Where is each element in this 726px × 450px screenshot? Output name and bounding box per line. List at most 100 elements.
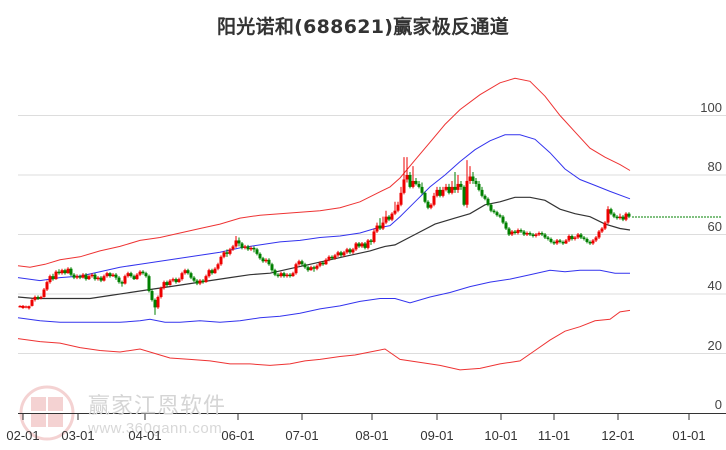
candle [153,298,157,315]
candle [606,206,610,225]
x-tick-label: 03-01 [61,428,95,443]
candle [612,212,616,219]
candle [363,241,367,250]
candle [483,194,487,201]
candle [411,166,415,189]
y-tick-label: 60 [707,218,722,234]
candle [171,277,175,283]
candle [147,274,151,293]
candle [522,230,526,236]
candle [486,197,490,207]
candle [273,268,277,277]
candle [198,279,202,286]
candle [576,233,580,239]
candle [342,250,346,257]
candle [609,207,613,216]
candle [507,227,511,236]
candle [93,273,97,281]
candle [603,221,607,231]
candle [63,268,67,275]
candle [48,274,52,284]
candle [489,203,493,213]
candle [615,215,619,220]
candle [33,295,37,302]
candle [333,253,337,260]
candle [174,277,178,284]
candle [549,237,553,244]
candle [204,274,208,283]
x-tick-label: 01-01 [672,428,706,443]
candle [195,279,199,286]
candle [384,210,388,225]
candle [495,210,499,217]
candle [306,265,310,272]
candle [543,233,547,239]
candle [360,241,364,248]
candle [87,274,91,281]
candle [375,222,379,234]
candle [414,177,418,186]
candle [432,192,436,207]
candle [327,255,331,262]
candle [102,274,106,282]
candle [438,186,442,198]
candle [180,271,184,281]
candle [75,274,79,280]
candle [141,270,145,275]
candle [207,268,211,278]
inner-upper-band [17,134,631,282]
candle [243,244,247,250]
candle [456,175,460,193]
candle [447,183,451,195]
candle [471,172,475,184]
candle [225,249,229,257]
candle [228,247,232,256]
candle [462,185,466,207]
candle [246,244,250,251]
candle [261,256,265,263]
candle [285,273,289,278]
candle [249,246,253,251]
candle [276,273,280,278]
candle [294,262,298,275]
x-tick-label: 12-01 [601,428,635,443]
candle [234,235,238,248]
candle [348,247,352,254]
candle [600,227,604,234]
candle [531,233,535,238]
candle [369,238,373,245]
candle [582,235,586,241]
candle [519,228,523,234]
candle [624,212,628,222]
candle [459,180,463,190]
watermark-logo [19,385,75,441]
mid-line [17,196,631,300]
candle [444,183,448,192]
channel-bands [17,77,631,371]
candle [36,295,40,300]
candle [516,228,520,235]
candle [597,230,601,239]
chart-title: 阳光诺和(688621)赢家极反通道 [216,16,510,38]
candle [591,238,595,245]
candle [357,241,361,248]
candle [540,231,544,236]
candle [129,271,133,278]
candle [396,201,400,213]
x-tick-label: 10-01 [484,428,518,443]
candlesticks [18,157,631,315]
candle [537,231,541,236]
candle [372,228,376,244]
candle [222,250,226,259]
y-tick-label: 40 [707,278,722,293]
y-tick-label: 100 [700,99,722,115]
candle [585,237,589,244]
candle [258,252,262,260]
candle [264,258,268,263]
candle [498,213,502,219]
candle [189,271,193,280]
gridlines [18,115,726,354]
candle [558,238,562,244]
candle [126,271,130,278]
outer-upper-band [17,77,631,268]
